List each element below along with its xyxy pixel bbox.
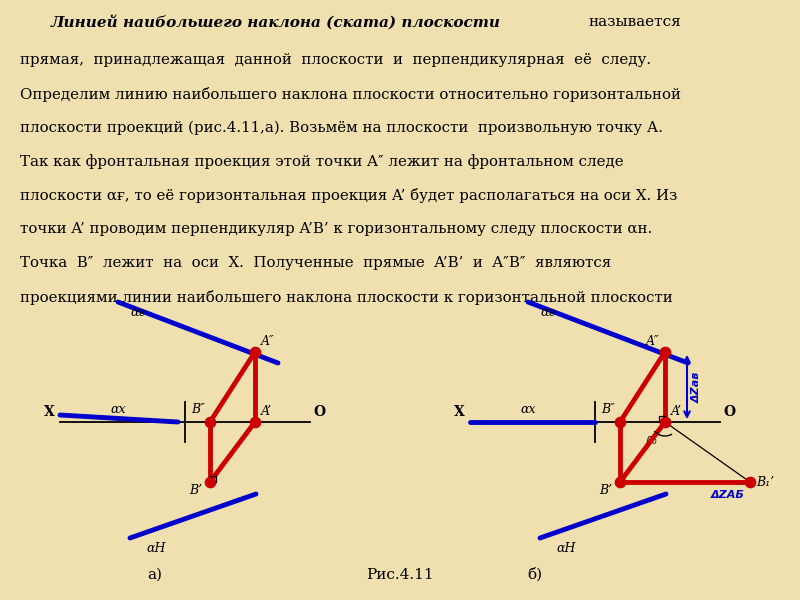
Text: B’: B’ <box>599 484 612 497</box>
Text: ΔZав: ΔZав <box>692 371 702 403</box>
Text: A’: A’ <box>671 405 682 418</box>
Text: плоскости проекций (рис.4.11,а). Возьмём на плоскости  произвольную точку А.: плоскости проекций (рис.4.11,а). Возьмём… <box>20 121 662 135</box>
Text: O: O <box>313 405 325 419</box>
Point <box>203 477 216 487</box>
Text: A″: A″ <box>646 335 660 348</box>
Text: ΔZАБ: ΔZАБ <box>711 490 745 500</box>
Text: X: X <box>454 405 465 419</box>
Text: αН: αН <box>146 542 166 555</box>
Text: Определим линию наибольшего наклона плоскости относительно горизонтальной: Определим линию наибольшего наклона плос… <box>20 87 681 102</box>
Text: Рис.4.11: Рис.4.11 <box>366 568 434 582</box>
Point <box>744 477 757 487</box>
Point <box>249 347 262 357</box>
Point <box>249 417 262 427</box>
Text: A’: A’ <box>261 405 272 418</box>
Text: B₁’: B₁’ <box>756 475 774 488</box>
Text: называется: называется <box>588 15 681 29</box>
Text: αx: αx <box>520 403 536 416</box>
Text: O: O <box>723 405 735 419</box>
Text: Точка  B″  лежит  на  оси  X.  Полученные  прямые  A’B’  и  A″B″  являются: Точка B″ лежит на оси X. Полученные прям… <box>20 256 611 270</box>
Point <box>614 417 626 427</box>
Text: а): а) <box>147 568 162 582</box>
Text: б): б) <box>527 568 542 582</box>
Text: X: X <box>44 405 55 419</box>
Point <box>614 477 626 487</box>
Text: αғ: αғ <box>540 306 555 319</box>
Text: A″: A″ <box>261 335 274 348</box>
Text: проекциями линии наибольшего наклона плоскости к горизонтальной плоскости: проекциями линии наибольшего наклона пло… <box>20 290 673 305</box>
Text: плоскости αғ, то её горизонтальная проекция A’ будет располагаться на оси X. Из: плоскости αғ, то её горизонтальная проек… <box>20 188 677 203</box>
Text: B″: B″ <box>191 403 205 416</box>
Text: β₀: β₀ <box>645 436 657 446</box>
Text: B″: B″ <box>602 403 615 416</box>
Text: Линией наибольшего наклона (ската) плоскости: Линией наибольшего наклона (ската) плоск… <box>51 15 501 29</box>
Text: Так как фронтальная проекция этой точки A″ лежит на фронтальном следе: Так как фронтальная проекция этой точки … <box>20 154 623 169</box>
Text: точки A’ проводим перпендикуляр A’B’ к горизонтальному следу плоскости αн.: точки A’ проводим перпендикуляр A’B’ к г… <box>20 222 652 236</box>
Point <box>203 417 216 427</box>
Text: B’: B’ <box>189 484 202 497</box>
Text: αН: αН <box>556 542 575 555</box>
Text: прямая,  принадлежащая  данной  плоскости  и  перпендикулярная  её  следу.: прямая, принадлежащая данной плоскости и… <box>20 53 651 67</box>
Text: αx: αx <box>110 403 126 416</box>
Point <box>658 347 671 357</box>
Point <box>658 417 671 427</box>
Text: αғ: αғ <box>130 306 145 319</box>
